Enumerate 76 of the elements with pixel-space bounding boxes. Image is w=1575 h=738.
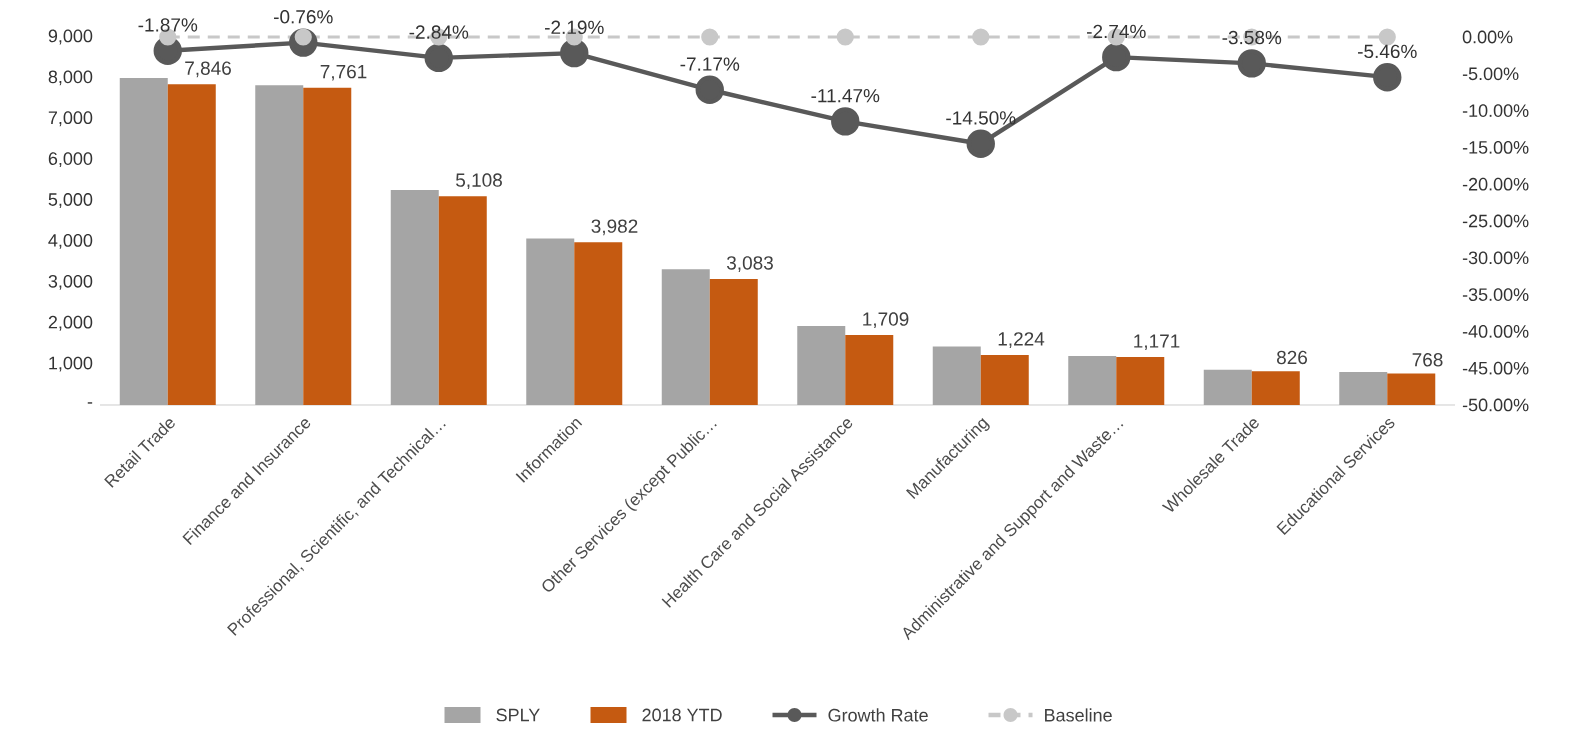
y-tick-label: 2,000 (48, 315, 93, 331)
y2-tick-label: -10.00% (1462, 104, 1529, 117)
data-label: 7,761 (320, 64, 367, 81)
point (1373, 62, 1402, 92)
data-label: -7.17% (680, 57, 740, 71)
point (1237, 49, 1266, 78)
y2-tick-label: -20.00% (1462, 177, 1529, 191)
y2-tick-label: -45.00% (1462, 361, 1529, 375)
y-tick-label: 5,000 (48, 193, 93, 208)
y2-tick-label: -30.00% (1462, 251, 1529, 265)
point (695, 75, 724, 104)
point (560, 38, 589, 68)
y-tick-label: 6,000 (48, 152, 93, 168)
legend-label: 2018 YTD (642, 708, 722, 722)
y-tick-label: 3,000 (48, 274, 93, 290)
bar (1387, 373, 1436, 405)
y-tick-label: 9,000 (48, 29, 93, 45)
bar (845, 335, 894, 405)
data-label: 3,083 (726, 256, 773, 272)
bar (1339, 371, 1388, 405)
bar (661, 269, 710, 405)
data-label: 3,982 (591, 219, 638, 236)
y-tick-label: - (87, 402, 93, 404)
bar (797, 326, 846, 405)
data-label: -1.87% (138, 18, 198, 32)
data-label: -2.74% (1087, 24, 1146, 39)
data-label: -0.76% (274, 10, 333, 24)
bar (303, 87, 352, 405)
bar (390, 189, 439, 405)
y2-tick-label: -50.00% (1462, 398, 1529, 412)
y-tick-label: 7,000 (48, 111, 93, 127)
data-label: -14.50% (946, 111, 1016, 125)
y2-tick-label: -25.00% (1462, 214, 1529, 228)
bar (1203, 369, 1252, 405)
y2-tick-label: -15.00% (1462, 141, 1529, 154)
bar (980, 354, 1029, 405)
legend-label: SPLY (496, 708, 540, 722)
point (972, 28, 990, 46)
data-label: -5.46% (1358, 44, 1417, 59)
data-label: 1,709 (863, 312, 909, 329)
data-label: 7,846 (185, 61, 231, 78)
data-label: 768 (1412, 353, 1443, 367)
y-tick-label: 1,000 (49, 356, 93, 372)
y-tick-label: 8,000 (48, 70, 93, 86)
legend-label: Growth Rate (828, 708, 928, 722)
bar (1251, 371, 1300, 405)
bar (526, 238, 575, 405)
data-label: -2.19% (545, 20, 604, 35)
point (424, 43, 453, 73)
y2-tick-label: -5.00% (1462, 67, 1519, 81)
legend-label: Baseline (1045, 708, 1112, 722)
bar (932, 346, 981, 405)
data-label: -11.47% (811, 89, 880, 103)
data-label: -3.58% (1222, 30, 1282, 45)
y2-tick-label: -35.00% (1462, 288, 1529, 301)
bar (167, 84, 216, 405)
y2-tick-label: -40.00% (1462, 325, 1529, 338)
point (831, 107, 860, 136)
point (966, 129, 995, 158)
point (836, 28, 854, 46)
bar (1068, 355, 1117, 405)
data-label: 5,108 (456, 173, 502, 190)
point (1102, 42, 1131, 72)
bar (438, 196, 487, 405)
data-label: -2.84% (409, 25, 469, 39)
data-label: 826 (1276, 350, 1308, 365)
bar (119, 77, 168, 405)
data-label: 1,171 (1134, 334, 1180, 351)
bar (255, 85, 304, 405)
y2-tick-label: 0.00% (1462, 30, 1513, 44)
data-label: 1,224 (998, 332, 1045, 348)
bar (574, 242, 623, 405)
bar (709, 278, 758, 405)
bar (1116, 357, 1165, 405)
y-tick-label: 4,000 (48, 233, 93, 249)
point (701, 28, 719, 46)
